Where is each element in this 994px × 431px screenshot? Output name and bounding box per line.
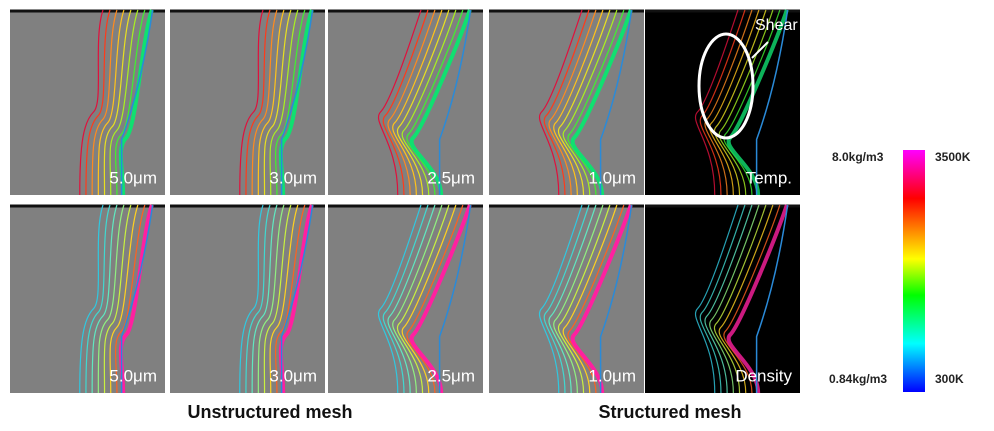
contour-panel [10, 205, 165, 393]
panel-label: 3.0μm [269, 168, 317, 187]
panel-label: Temp. [746, 168, 792, 187]
panel-label: 2.5μm [427, 168, 475, 187]
figure: 5.0μm 3.0μm 2.5μm 1.0μm Temp. 5.0μm 3.0μm 2.5μm… [0, 0, 994, 426]
panel-label: 3.0μm [269, 366, 317, 385]
panel-label: 5.0μm [109, 366, 157, 385]
colorbar-label: 3500K [935, 150, 971, 164]
panels: 5.0μm 3.0μm 2.5μm 1.0μm Temp. 5.0μm 3.0μm 2.5μm… [10, 10, 843, 393]
panel-label: 1.0μm [588, 168, 636, 187]
colorbar-label: 300K [935, 372, 964, 386]
panel-label: 5.0μm [109, 168, 157, 187]
caption: Unstructured mesh [187, 402, 352, 422]
contour-panel [10, 10, 165, 195]
colorbar-label: 0.84kg/m3 [829, 372, 887, 386]
panel-label: 2.5μm [427, 366, 475, 385]
colorbar-label: 8.0kg/m3 [832, 150, 884, 164]
caption: Structured mesh [598, 402, 741, 422]
colorbar [903, 150, 925, 392]
contour-panel [170, 10, 325, 195]
contour-panel [170, 205, 325, 393]
panel-label: Density [735, 366, 792, 385]
panel-label: 1.0μm [588, 366, 636, 385]
annotation: Shear Layer [755, 17, 843, 34]
